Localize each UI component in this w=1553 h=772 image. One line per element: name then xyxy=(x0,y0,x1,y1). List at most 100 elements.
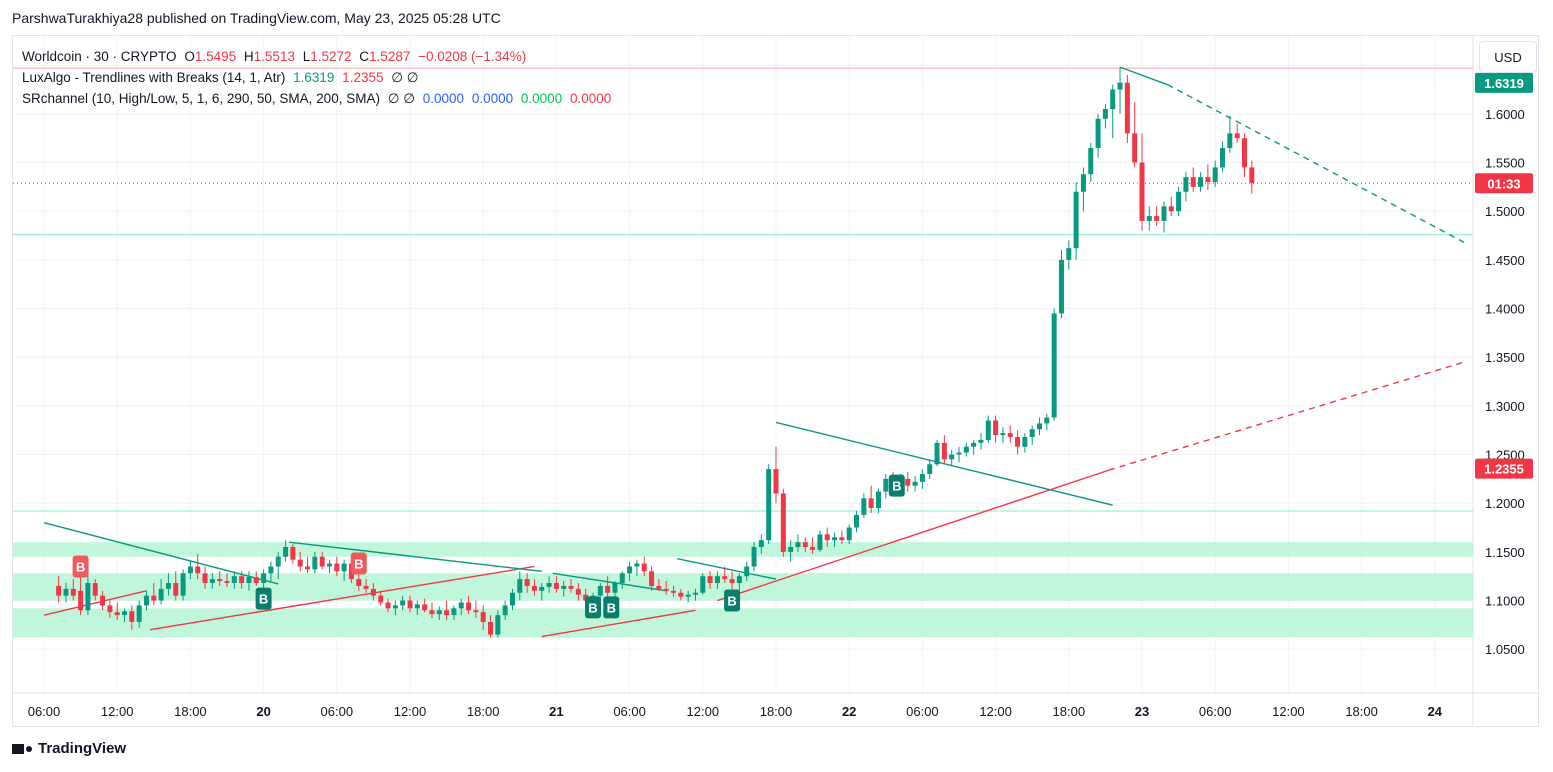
candle-body[interactable] xyxy=(1241,138,1247,168)
candle-body[interactable] xyxy=(832,537,838,541)
trendline[interactable] xyxy=(552,572,667,592)
candle-body[interactable] xyxy=(444,610,450,616)
candle-body[interactable] xyxy=(839,537,845,541)
legend-indicator-1[interactable]: LuxAlgo - Trendlines with Breaks (14, 1,… xyxy=(22,67,611,88)
candle-body[interactable] xyxy=(868,498,874,509)
candle-body[interactable] xyxy=(1044,417,1050,424)
candle-body[interactable] xyxy=(429,610,435,615)
candle-body[interactable] xyxy=(729,579,735,584)
candle-body[interactable] xyxy=(941,442,947,460)
candle-body[interactable] xyxy=(1132,133,1138,163)
candle-body[interactable] xyxy=(736,576,742,584)
sell-signal-badge[interactable] xyxy=(350,552,367,575)
candle-body[interactable] xyxy=(927,464,933,474)
candle-body[interactable] xyxy=(92,583,98,596)
candle-body[interactable] xyxy=(700,576,706,593)
candle-body[interactable] xyxy=(1220,147,1226,168)
candle-body[interactable] xyxy=(1139,162,1145,221)
trendline[interactable] xyxy=(1167,84,1465,243)
candle-body[interactable] xyxy=(671,590,677,593)
candle-body[interactable] xyxy=(195,566,201,574)
candle-body[interactable] xyxy=(612,583,618,593)
candle-body[interactable] xyxy=(1102,109,1108,119)
buy-signal-badge[interactable] xyxy=(255,587,272,610)
trendline[interactable] xyxy=(677,557,777,580)
candle-body[interactable] xyxy=(575,588,581,595)
sell-signal-badge[interactable] xyxy=(72,555,89,578)
candle-body[interactable] xyxy=(649,571,655,586)
candle-body[interactable] xyxy=(1249,167,1255,183)
candle-body[interactable] xyxy=(370,588,376,596)
candle-body[interactable] xyxy=(1000,433,1006,436)
candle-body[interactable] xyxy=(100,595,106,606)
candle-body[interactable] xyxy=(165,583,171,589)
candle-body[interactable] xyxy=(136,605,142,622)
candle-body[interactable] xyxy=(509,592,515,606)
candle-body[interactable] xyxy=(751,547,757,567)
candle-body[interactable] xyxy=(854,514,860,528)
candle-body[interactable] xyxy=(319,556,325,567)
candle-body[interactable] xyxy=(561,585,567,589)
candle-body[interactable] xyxy=(114,612,120,616)
candle-body[interactable] xyxy=(714,576,720,584)
candle-body[interactable] xyxy=(1088,147,1094,175)
candle-body[interactable] xyxy=(1066,248,1072,260)
candle-body[interactable] xyxy=(1190,177,1196,187)
trendline[interactable] xyxy=(43,521,279,585)
candle-body[interactable] xyxy=(180,573,186,596)
candle-body[interactable] xyxy=(634,563,640,567)
candle-body[interactable] xyxy=(143,595,149,606)
candle-body[interactable] xyxy=(861,498,867,515)
candle-body[interactable] xyxy=(356,579,362,586)
candle-body[interactable] xyxy=(934,442,940,465)
candle-body[interactable] xyxy=(517,579,523,593)
candle-body[interactable] xyxy=(678,592,684,597)
candle-body[interactable] xyxy=(422,604,428,611)
candle-body[interactable] xyxy=(978,439,984,443)
candle-body[interactable] xyxy=(875,491,881,509)
candle-body[interactable] xyxy=(129,611,135,622)
candle-body[interactable] xyxy=(466,602,472,611)
candle-body[interactable] xyxy=(1176,191,1182,212)
candle-body[interactable] xyxy=(173,583,179,596)
candle-body[interactable] xyxy=(224,581,230,584)
candle-body[interactable] xyxy=(773,469,779,494)
candle-body[interactable] xyxy=(209,579,215,584)
candle-body[interactable] xyxy=(268,566,274,574)
buy-signal-badge[interactable] xyxy=(585,596,601,619)
candle-body[interactable] xyxy=(919,474,925,482)
candle-body[interactable] xyxy=(1022,437,1028,447)
candle-body[interactable] xyxy=(802,542,808,547)
candle-body[interactable] xyxy=(1146,216,1152,221)
candle-body[interactable] xyxy=(378,595,384,603)
trendline[interactable] xyxy=(43,590,147,616)
candle-body[interactable] xyxy=(231,576,237,584)
candle-body[interactable] xyxy=(246,577,252,584)
candle-body[interactable] xyxy=(326,563,332,567)
candle-body[interactable] xyxy=(473,610,479,613)
candle-body[interactable] xyxy=(1183,177,1189,192)
candle-body[interactable] xyxy=(400,600,406,606)
candle-body[interactable] xyxy=(458,602,464,609)
candle-body[interactable] xyxy=(253,577,259,584)
candle-body[interactable] xyxy=(1227,133,1233,148)
candle-body[interactable] xyxy=(824,534,830,541)
candle-body[interactable] xyxy=(78,590,84,611)
candle-body[interactable] xyxy=(817,534,823,550)
candle-body[interactable] xyxy=(451,608,457,616)
candle-body[interactable] xyxy=(239,576,245,584)
candle-body[interactable] xyxy=(1205,177,1211,182)
candle-body[interactable] xyxy=(414,604,420,609)
candle-body[interactable] xyxy=(290,547,296,560)
candle-body[interactable] xyxy=(524,579,530,586)
candle-body[interactable] xyxy=(1161,206,1167,221)
candle-body[interactable] xyxy=(297,559,303,567)
candle-body[interactable] xyxy=(488,621,494,635)
candle-body[interactable] xyxy=(912,481,918,486)
candle-body[interactable] xyxy=(63,588,69,596)
candle-body[interactable] xyxy=(707,576,713,584)
candle-body[interactable] xyxy=(846,527,852,541)
candle-body[interactable] xyxy=(627,566,633,574)
candle-body[interactable] xyxy=(810,547,816,550)
